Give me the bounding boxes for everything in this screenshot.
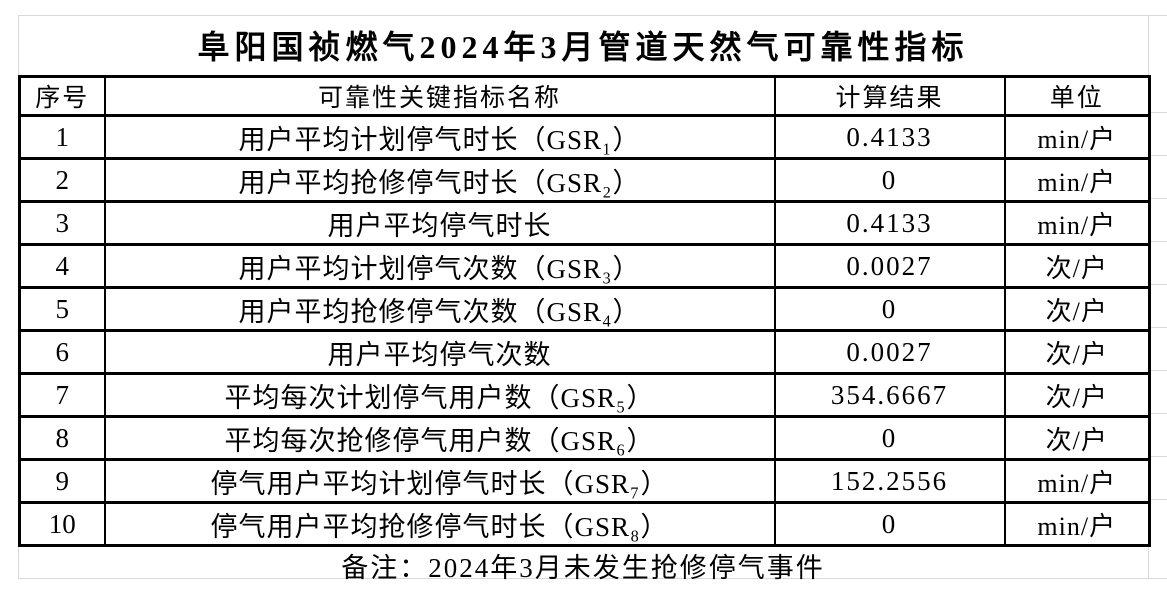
cell-name: 平均每次计划停气用户数（GSR₅）: [103, 372, 776, 418]
cell-name: 用户平均抢修停气时长（GSR₂）: [103, 157, 776, 203]
gridline: [1148, 499, 1167, 500]
table-row: 2 用户平均抢修停气时长（GSR₂） 0 min/户: [18, 157, 1151, 203]
cell-unit: min/户: [1003, 200, 1151, 246]
gridline: [18, 578, 1167, 579]
table-row: 5 用户平均抢修停气次数（GSR₄） 0 次/户: [18, 286, 1151, 332]
report-sheet: 阜阳国祯燃气2024年3月管道天然气可靠性指标 序号 可靠性关键指标名称 计算结…: [18, 15, 1151, 583]
gridline: [1148, 198, 1167, 199]
cell-no: 8: [18, 415, 106, 461]
cell-no: 1: [18, 114, 106, 160]
cell-value: 152.2556: [773, 458, 1006, 504]
cell-name: 停气用户平均抢修停气时长（GSR₈）: [103, 501, 776, 547]
cell-name: 用户平均计划停气时长（GSR₁）: [103, 114, 776, 160]
reliability-table: 序号 可靠性关键指标名称 计算结果 单位 1 用户平均计划停气时长（GSR₁） …: [18, 75, 1151, 547]
cell-unit: 次/户: [1003, 329, 1151, 375]
cell-name: 用户平均停气次数: [103, 329, 776, 375]
table-row: 4 用户平均计划停气次数（GSR₃） 0.0027 次/户: [18, 243, 1151, 289]
gridline: [1148, 284, 1167, 285]
cell-no: 3: [18, 200, 106, 246]
gridline: [18, 542, 19, 578]
cell-value: 0: [773, 415, 1006, 461]
table-row: 1 用户平均计划停气时长（GSR₁） 0.4133 min/户: [18, 114, 1151, 160]
cell-unit: min/户: [1003, 458, 1151, 504]
table-row: 9 停气用户平均计划停气时长（GSR₇） 152.2556 min/户: [18, 458, 1151, 504]
cell-value: 0: [773, 157, 1006, 203]
table-row: 8 平均每次抢修停气用户数（GSR₆） 0 次/户: [18, 415, 1151, 461]
gridline: [1148, 112, 1167, 113]
cell-value: 0: [773, 286, 1006, 332]
cell-value: 0.4133: [773, 200, 1006, 246]
table-row: 3 用户平均停气时长 0.4133 min/户: [18, 200, 1151, 246]
gridline: [1148, 241, 1167, 242]
cell-unit: min/户: [1003, 157, 1151, 203]
cell-unit: 次/户: [1003, 243, 1151, 289]
cell-name: 用户平均停气时长: [103, 200, 776, 246]
table-row: 6 用户平均停气次数 0.0027 次/户: [18, 329, 1151, 375]
cell-no: 5: [18, 286, 106, 332]
cell-unit: 次/户: [1003, 286, 1151, 332]
gridline: [18, 15, 19, 75]
report-title: 阜阳国祯燃气2024年3月管道天然气可靠性指标: [197, 29, 969, 65]
cell-name: 停气用户平均计划停气时长（GSR₇）: [103, 458, 776, 504]
cell-unit: 次/户: [1003, 415, 1151, 461]
cell-no: 7: [18, 372, 106, 418]
gridline: [1148, 327, 1167, 328]
gridline: [1148, 370, 1167, 371]
cell-unit: min/户: [1003, 501, 1151, 547]
table-header-row: 序号 可靠性关键指标名称 计算结果 单位: [18, 75, 1151, 117]
cell-unit: 次/户: [1003, 372, 1151, 418]
gridline: [1148, 456, 1167, 457]
footnote: 备注：2024年3月未发生抢修停气事件: [341, 552, 825, 583]
cell-no: 10: [18, 501, 106, 547]
header-value: 计算结果: [773, 75, 1006, 117]
cell-value: 354.6667: [773, 372, 1006, 418]
header-name: 可靠性关键指标名称: [103, 75, 776, 117]
cell-unit: min/户: [1003, 114, 1151, 160]
cell-value: 0.0027: [773, 243, 1006, 289]
header-no: 序号: [18, 75, 106, 117]
cell-no: 4: [18, 243, 106, 289]
header-unit: 单位: [1003, 75, 1151, 117]
table-row: 10 停气用户平均抢修停气时长（GSR₈） 0 min/户: [18, 501, 1151, 547]
cell-name: 平均每次抢修停气用户数（GSR₆）: [103, 415, 776, 461]
gridline: [18, 15, 1167, 16]
cell-value: 0.0027: [773, 329, 1006, 375]
cell-value: 0.4133: [773, 114, 1006, 160]
cell-value: 0: [773, 501, 1006, 547]
table-row: 7 平均每次计划停气用户数（GSR₅） 354.6667 次/户: [18, 372, 1151, 418]
gridline: [1148, 413, 1167, 414]
gridline: [1148, 155, 1167, 156]
cell-no: 6: [18, 329, 106, 375]
cell-name: 用户平均计划停气次数（GSR₃）: [103, 243, 776, 289]
cell-no: 9: [18, 458, 106, 504]
cell-no: 2: [18, 157, 106, 203]
cell-name: 用户平均抢修停气次数（GSR₄）: [103, 286, 776, 332]
